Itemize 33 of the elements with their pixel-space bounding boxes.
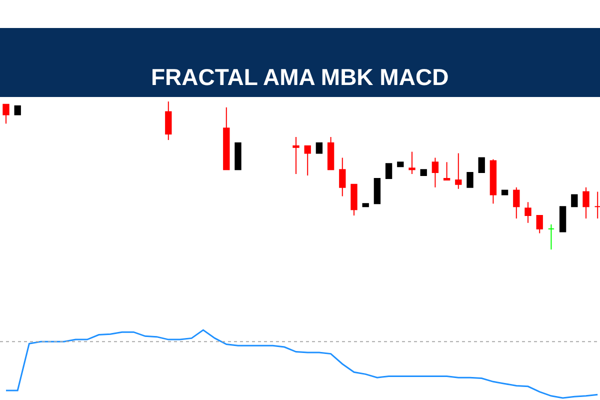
candlestick: [339, 157, 346, 197]
candlestick: [594, 191, 600, 219]
chart-title: FRACTAL AMA MBK MACD: [151, 64, 449, 90]
candlestick: [408, 151, 416, 175]
candlestick: [385, 163, 392, 179]
candlestick: [513, 186, 520, 219]
candlestick: [420, 169, 427, 176]
candlestick: [327, 136, 334, 170]
candlestick: [397, 162, 404, 168]
candlestick: [490, 158, 497, 204]
candlestick: [432, 157, 439, 188]
candlestick: [571, 194, 578, 208]
candlestick: [443, 162, 450, 180]
candlestick: [466, 172, 474, 188]
candlestick: [223, 106, 230, 170]
candlestick: [316, 142, 323, 154]
candlestick: [548, 224, 555, 250]
candlestick: [582, 186, 590, 219]
candlestick: [350, 184, 358, 216]
candlestick: [524, 202, 532, 224]
candlestick: [501, 190, 508, 196]
candlestick: [2, 104, 10, 124]
candlestick: [304, 145, 311, 176]
candlestick: [362, 203, 369, 208]
candlestick: [536, 214, 543, 234]
candlestick: [374, 178, 381, 204]
candlestick: [292, 136, 300, 175]
candlestick: [478, 157, 485, 174]
candlestick: [559, 206, 566, 232]
candlestick: [455, 152, 462, 190]
candlestick: [14, 105, 21, 116]
candlestick: [165, 100, 172, 140]
candlestick: [234, 142, 242, 170]
